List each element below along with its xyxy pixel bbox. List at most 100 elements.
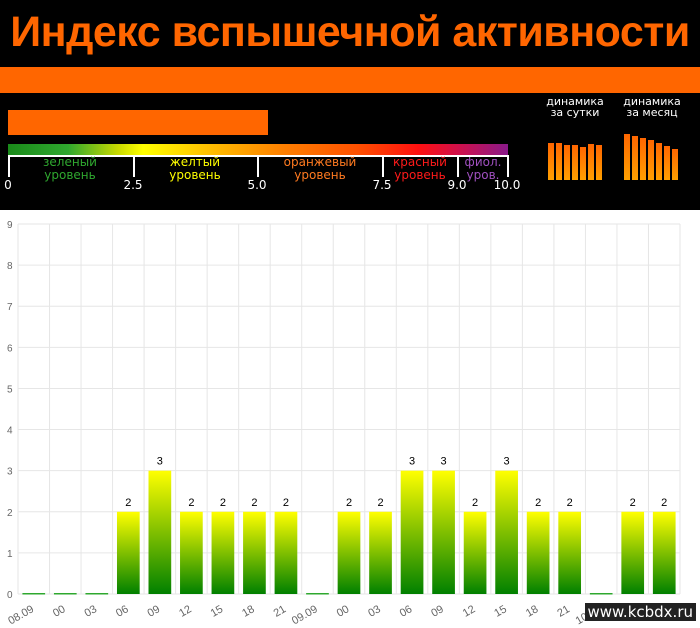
data-label: 2 [472,497,478,509]
data-label: 2 [535,497,541,509]
zone-label-green: зеленый уровень [43,155,97,182]
x-tick-label: 03 [366,603,383,620]
zone-label-orange: оранжевый уровень [283,155,357,182]
data-bar [306,593,329,595]
y-tick-label: 4 [7,426,13,437]
dynamics-bar [596,145,602,180]
y-tick-label: 9 [7,220,13,231]
scale-tick-label: 5.0 [247,178,267,192]
watermark: www.kcbdx.ru [584,603,696,621]
zone-label-red: красный уровень [393,155,447,182]
scale-tick [382,155,384,177]
dynamics-bar [548,142,554,180]
data-bar [369,511,392,594]
data-label: 2 [125,497,131,509]
x-tick-label: 15 [492,603,509,620]
dynamics-bar [672,148,678,180]
dynamics-bar [580,147,586,180]
y-tick-label: 6 [7,343,13,354]
data-bar [589,593,613,595]
scale-tick [133,155,135,177]
data-label: 2 [283,497,289,509]
x-tick-label: 18 [524,603,541,620]
dynamics-bar [564,144,570,180]
scale-tick [457,155,459,177]
y-tick-label: 7 [7,302,13,313]
orange-strip [0,67,700,93]
x-tick-label: 21 [555,603,572,620]
data-bar [621,511,645,594]
data-bar [274,511,298,594]
dynamics-month-chart [624,120,682,180]
x-tick-label: 12 [177,603,194,620]
data-bar [22,593,46,595]
dynamics-bar [648,139,654,180]
data-bar [400,470,424,594]
page-title: Индекс вспышечной активности [10,8,690,56]
scale-tick [507,155,509,177]
dynamics-bar [640,138,646,180]
y-tick-label: 3 [7,467,13,478]
y-tick-label: 1 [7,549,13,560]
data-label: 2 [661,497,667,509]
data-bar [53,593,77,595]
x-tick-label: 09.09 [290,603,320,627]
x-tick-label: 06 [398,603,415,620]
x-tick-label: 09 [429,603,446,620]
dynamics-month-title: динамика за месяц [623,95,681,119]
data-label: 2 [567,497,573,509]
dynamics-bar [572,145,578,180]
y-tick-label: 0 [7,590,13,601]
y-tick-label: 8 [7,261,13,272]
scale-gradient [8,144,508,155]
header-panel: Индекс вспышечной активности 0 2.5 5.0 7… [0,0,700,210]
zone-label-yellow: желтый уровень [169,155,221,182]
data-bar [463,511,487,594]
y-tick-label: 2 [7,508,13,519]
scale-tick [8,155,10,177]
dynamics-day-title: динамика за сутки [546,95,604,119]
data-label: 2 [346,497,352,509]
x-tick-label: 08.09 [6,603,36,627]
activity-level-bar [8,110,268,135]
x-tick-label: 15 [209,603,226,620]
y-tick-label: 5 [7,384,13,395]
data-bar [432,470,455,594]
x-tick-label: 21 [272,603,289,620]
data-bar [526,511,550,594]
data-label: 3 [441,456,447,468]
data-label: 2 [630,497,636,509]
dynamics-bar [624,133,630,180]
dynamics-bar [588,144,594,180]
data-label: 2 [251,497,257,509]
dynamics-day-chart [548,120,604,180]
data-bar [85,593,109,595]
dynamics-bar [656,143,662,180]
dynamics-bar [556,143,562,180]
data-label: 2 [188,497,194,509]
dynamics-bar [632,136,638,180]
x-tick-label: 18 [240,603,257,620]
data-bar [337,511,361,594]
zone-label-violet: фиол. уров. [464,155,502,182]
scale-tick-label: 9.0 [447,178,467,192]
scale-tick-label: 10.0 [493,178,521,192]
scale-tick-label: 7.5 [372,178,392,192]
data-label: 3 [157,456,163,468]
x-tick-label: 03 [83,603,100,620]
x-tick-label: 09 [146,603,163,620]
scale-tick [257,155,259,177]
data-bar [652,511,676,594]
data-label: 2 [377,497,383,509]
data-bar [211,511,235,594]
data-bar [116,511,140,594]
x-tick-label: 12 [461,603,478,620]
scale-tick-label: 2.5 [123,178,143,192]
data-label: 3 [504,456,510,468]
data-label: 3 [409,456,415,468]
x-tick-label: 00 [51,603,68,620]
data-bar [558,511,582,594]
data-bar [180,511,203,594]
data-bar [148,470,172,594]
